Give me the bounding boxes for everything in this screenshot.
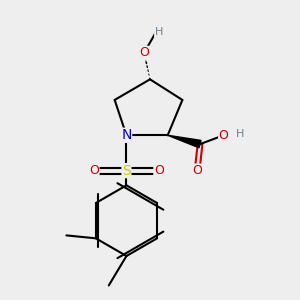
Text: N: N: [121, 128, 132, 142]
Text: S: S: [122, 164, 131, 178]
Text: O: O: [154, 164, 164, 177]
Polygon shape: [168, 135, 201, 148]
Text: O: O: [89, 164, 99, 177]
Text: O: O: [219, 129, 229, 142]
Text: O: O: [192, 164, 202, 177]
Text: O: O: [139, 46, 149, 59]
Text: H: H: [236, 129, 244, 139]
Text: H: H: [154, 27, 163, 37]
